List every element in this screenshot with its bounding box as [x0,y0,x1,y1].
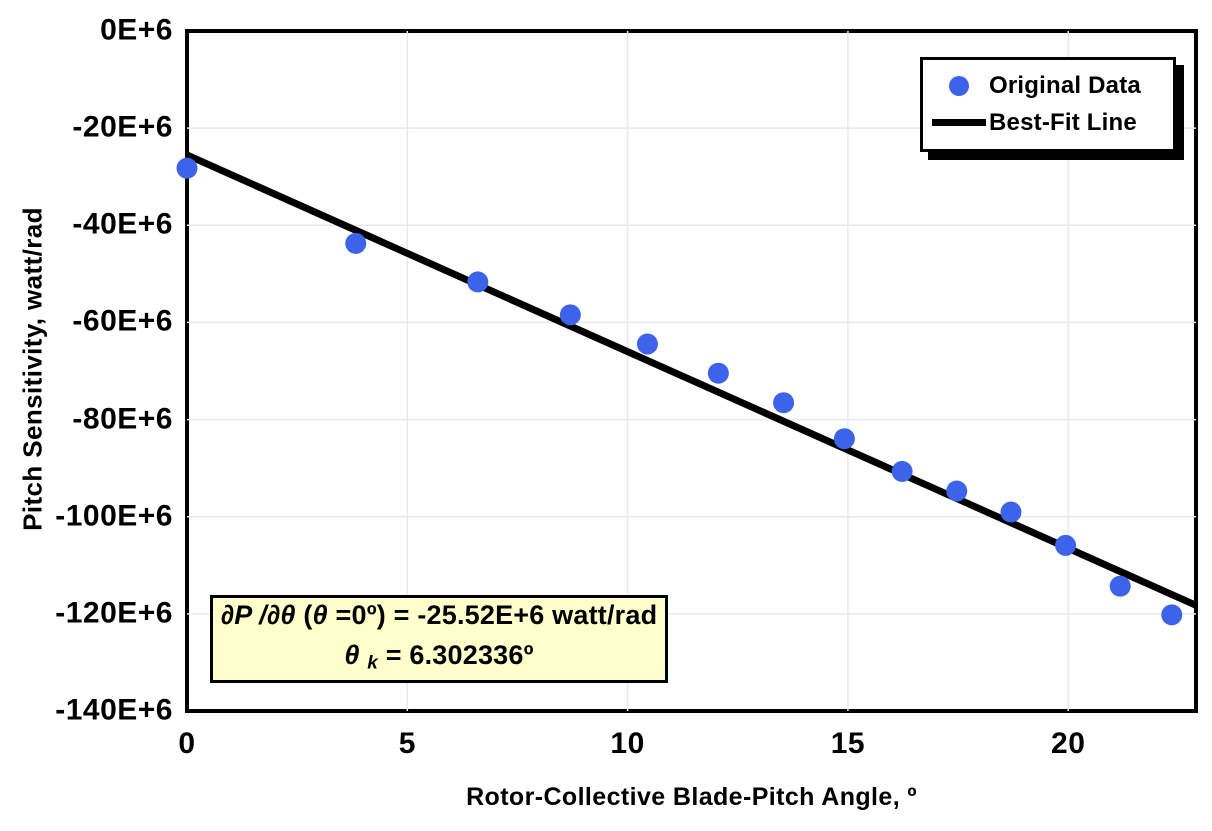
y-tick-label: 0E+6 [100,13,173,47]
legend-label: Original Data [989,71,1141,99]
legend-label: Best-Fit Line [989,108,1137,136]
y-tick-label: -100E+6 [55,499,173,533]
x-tick-label: 20 [1051,727,1086,760]
x-tick-label: 0 [178,727,196,760]
data-point [707,362,729,384]
data-point [1000,501,1022,523]
data-point [176,157,198,179]
x-tick-label: 10 [610,727,645,760]
fit-slope-text: ∂P /∂θ (θ =0º) = -25.52E+6 watt/rad [220,599,658,630]
data-point [559,304,581,326]
y-axis-title: Pitch Sensitivity, watt/rad [17,207,48,531]
y-tick-label: -140E+6 [55,693,173,727]
fit-theta-k-text: θ k = 6.302336º [344,639,534,674]
data-point [345,232,367,254]
data-point [467,271,489,293]
data-point [946,480,968,502]
y-tick-label: -80E+6 [72,401,173,435]
data-point [1109,575,1131,597]
legend-dot-marker-icon [929,75,989,96]
legend-item: Original Data [929,67,1167,104]
data-point [773,392,795,414]
legend-item: Best-Fit Line [929,104,1167,141]
x-tick-label: 5 [398,727,416,760]
data-point [833,428,855,450]
fit-annotation-box: ∂P /∂θ (θ =0º) = -25.52E+6 watt/rad θ k … [210,595,668,683]
data-point [891,460,913,482]
y-tick-label: -120E+6 [55,596,173,630]
best-fit-line [185,151,1198,609]
x-axis-title: Rotor-Collective Blade-Pitch Angle, º [466,783,917,811]
legend: Original Data Best-Fit Line [920,57,1176,152]
y-tick-label: -20E+6 [72,110,173,144]
x-tick-label: 15 [830,727,866,760]
y-tick-label: -40E+6 [72,207,173,241]
data-point [1055,534,1077,556]
chart-canvas [176,31,1198,711]
y-tick-label: -60E+6 [72,304,173,338]
data-point [636,333,658,355]
data-point [1161,604,1183,626]
plot-area: ∂P /∂θ (θ =0º) = -25.52E+6 watt/rad θ k … [176,29,1198,713]
legend-line-marker-icon [929,119,989,126]
